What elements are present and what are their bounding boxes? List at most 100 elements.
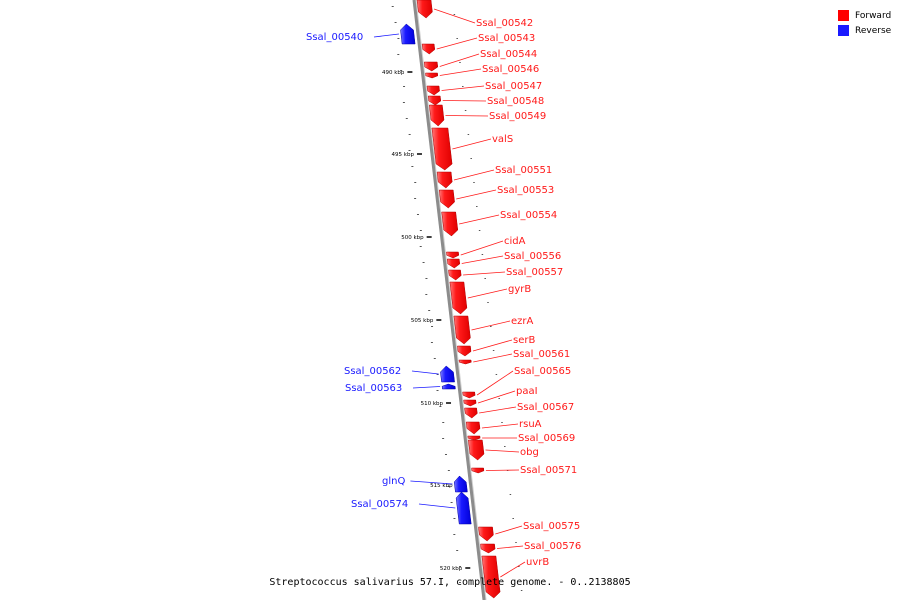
gene-label-serB[interactable]: serB: [513, 335, 535, 346]
forward-swatch-icon: [838, 10, 849, 21]
minor-tick: [476, 206, 478, 207]
minor-tick: [453, 14, 456, 15]
legend: Forward Reverse: [838, 8, 898, 38]
minor-tick: [467, 134, 470, 135]
gene-label-Ssal_00544[interactable]: Ssal_00544: [480, 49, 537, 60]
label-leader-line: [472, 339, 513, 352]
gene-feature-Ssal_00571[interactable]: [471, 467, 485, 474]
gene-label-obg[interactable]: obg: [520, 447, 539, 458]
gene-label-valS[interactable]: valS: [492, 134, 513, 145]
gene-label-ezrA[interactable]: ezrA: [511, 316, 534, 327]
gene-feature-Ssal_00565[interactable]: [462, 391, 476, 399]
gene-feature-Ssal_00544[interactable]: [423, 61, 439, 72]
gene-label-Ssal_00569[interactable]: Ssal_00569: [518, 433, 575, 444]
kbp-tick-label: 500 kbp: [401, 235, 424, 241]
gene-feature-valS[interactable]: [431, 127, 453, 171]
gene-feature-Ssal_00546[interactable]: [425, 72, 439, 79]
gene-feature-Ssal_00561[interactable]: [458, 359, 472, 365]
gene-feature-Ssal_00551[interactable]: [436, 171, 453, 189]
gene-label-cidA[interactable]: cidA: [504, 236, 526, 247]
minor-tick: [458, 582, 461, 583]
gene-feature-Ssal_00569[interactable]: [467, 435, 481, 441]
gene-feature-ezrA[interactable]: [453, 315, 471, 345]
kbp-tick-label: 520 kbp: [440, 566, 463, 572]
minor-tick: [487, 302, 489, 303]
gene-feature-uvrB[interactable]: [481, 555, 501, 599]
minor-tick: [509, 494, 512, 495]
gene-label-Ssal_00551[interactable]: Ssal_00551: [495, 165, 552, 176]
gene-label-Ssal_00565[interactable]: Ssal_00565: [514, 366, 571, 377]
gene-label-Ssal_00567[interactable]: Ssal_00567: [517, 402, 574, 413]
gene-feature-Ssal_00563[interactable]: [441, 383, 456, 390]
gene-label-Ssal_00547[interactable]: Ssal_00547: [485, 81, 542, 92]
gene-label-Ssal_00563[interactable]: Ssal_00563: [345, 383, 402, 394]
gene-feature-Ssal_00548[interactable]: [427, 95, 442, 106]
gene-feature-gyrB[interactable]: [449, 281, 468, 315]
gene-feature-serB[interactable]: [457, 345, 472, 357]
label-leader-line: [433, 8, 476, 24]
label-leader-line: [418, 503, 456, 509]
label-leader-line: [495, 525, 523, 535]
reverse-swatch-icon: [838, 25, 849, 36]
gene-label-Ssal_00542[interactable]: Ssal_00542: [476, 18, 533, 29]
kbp-tick-label: 490 kbp: [382, 70, 405, 76]
gene-feature-Ssal_00574[interactable]: [455, 491, 472, 525]
minor-tick: [456, 550, 459, 551]
gene-label-Ssal_00553[interactable]: Ssal_00553: [497, 185, 554, 196]
kbp-tick-label: 515 kbp: [430, 483, 453, 489]
gene-label-Ssal_00557[interactable]: Ssal_00557: [506, 267, 563, 278]
minor-tick: [459, 62, 461, 63]
minor-tick: [459, 566, 462, 567]
minor-tick: [464, 110, 467, 111]
kbp-tick-label: 510 kbp: [421, 401, 444, 407]
gene-label-Ssal_00571[interactable]: Ssal_00571: [520, 465, 577, 476]
gene-label-Ssal_00574[interactable]: Ssal_00574: [351, 499, 408, 510]
gene-label-Ssal_00576[interactable]: Ssal_00576: [524, 541, 581, 552]
gene-feature-Ssal_00542[interactable]: [416, 0, 433, 19]
gene-label-Ssal_00556[interactable]: Ssal_00556: [504, 251, 561, 262]
gene-label-Ssal_00562[interactable]: Ssal_00562: [344, 366, 401, 377]
gene-feature-Ssal_00549[interactable]: [429, 104, 445, 127]
minor-tick: [453, 518, 456, 519]
gene-label-Ssal_00540[interactable]: Ssal_00540: [306, 32, 363, 43]
gene-feature-Ssal_00562[interactable]: [440, 365, 455, 383]
gene-label-Ssal_00561[interactable]: Ssal_00561: [513, 349, 570, 360]
gene-label-gyrB[interactable]: gyrB: [508, 284, 531, 295]
minor-tick: [462, 86, 464, 87]
gene-feature-Ssal_00554[interactable]: [441, 211, 459, 237]
gene-label-paaI[interactable]: paaI: [516, 386, 538, 397]
gene-label-Ssal_00554[interactable]: Ssal_00554: [500, 210, 557, 221]
gene-feature-Ssal_00567[interactable]: [464, 407, 478, 419]
minor-tick: [495, 374, 498, 375]
gene-label-rsuA[interactable]: rsuA: [519, 419, 542, 430]
minor-tick: [431, 326, 434, 327]
gene-feature-paaI[interactable]: [463, 399, 477, 407]
gene-feature-cidA[interactable]: [446, 251, 460, 259]
minor-tick: [394, 22, 397, 23]
gene-label-Ssal_00575[interactable]: Ssal_00575: [523, 521, 580, 532]
gene-label-Ssal_00543[interactable]: Ssal_00543: [478, 33, 535, 44]
gene-feature-Ssal_00543[interactable]: [421, 43, 436, 55]
label-leader-line: [445, 115, 489, 117]
gene-feature-obg[interactable]: [468, 439, 485, 461]
gene-feature-glnQ[interactable]: [453, 475, 468, 493]
gene-label-Ssal_00548[interactable]: Ssal_00548: [487, 96, 544, 107]
gene-label-Ssal_00546[interactable]: Ssal_00546: [482, 64, 539, 75]
genome-caption: Streptococcus salivarius 57.I, complete …: [269, 577, 631, 588]
gene-feature-Ssal_00547[interactable]: [426, 85, 440, 96]
gene-feature-Ssal_00576[interactable]: [480, 543, 496, 554]
minor-tick: [436, 390, 439, 391]
gene-feature-Ssal_00540[interactable]: [400, 23, 416, 45]
minor-tick: [400, 70, 403, 71]
minor-tick: [442, 422, 445, 423]
gene-feature-Ssal_00556[interactable]: [446, 258, 461, 269]
gene-label-glnQ[interactable]: glnQ: [382, 476, 405, 487]
minor-tick: [518, 566, 520, 567]
gene-label-uvrB[interactable]: uvrB: [526, 557, 549, 568]
gene-label-Ssal_00549[interactable]: Ssal_00549: [489, 111, 546, 122]
gene-feature-rsuA[interactable]: [465, 421, 481, 435]
gene-feature-Ssal_00557[interactable]: [448, 269, 462, 281]
gene-feature-Ssal_00575[interactable]: [478, 526, 494, 542]
gene-feature-Ssal_00553[interactable]: [438, 189, 455, 209]
label-leader-line: [453, 169, 495, 181]
